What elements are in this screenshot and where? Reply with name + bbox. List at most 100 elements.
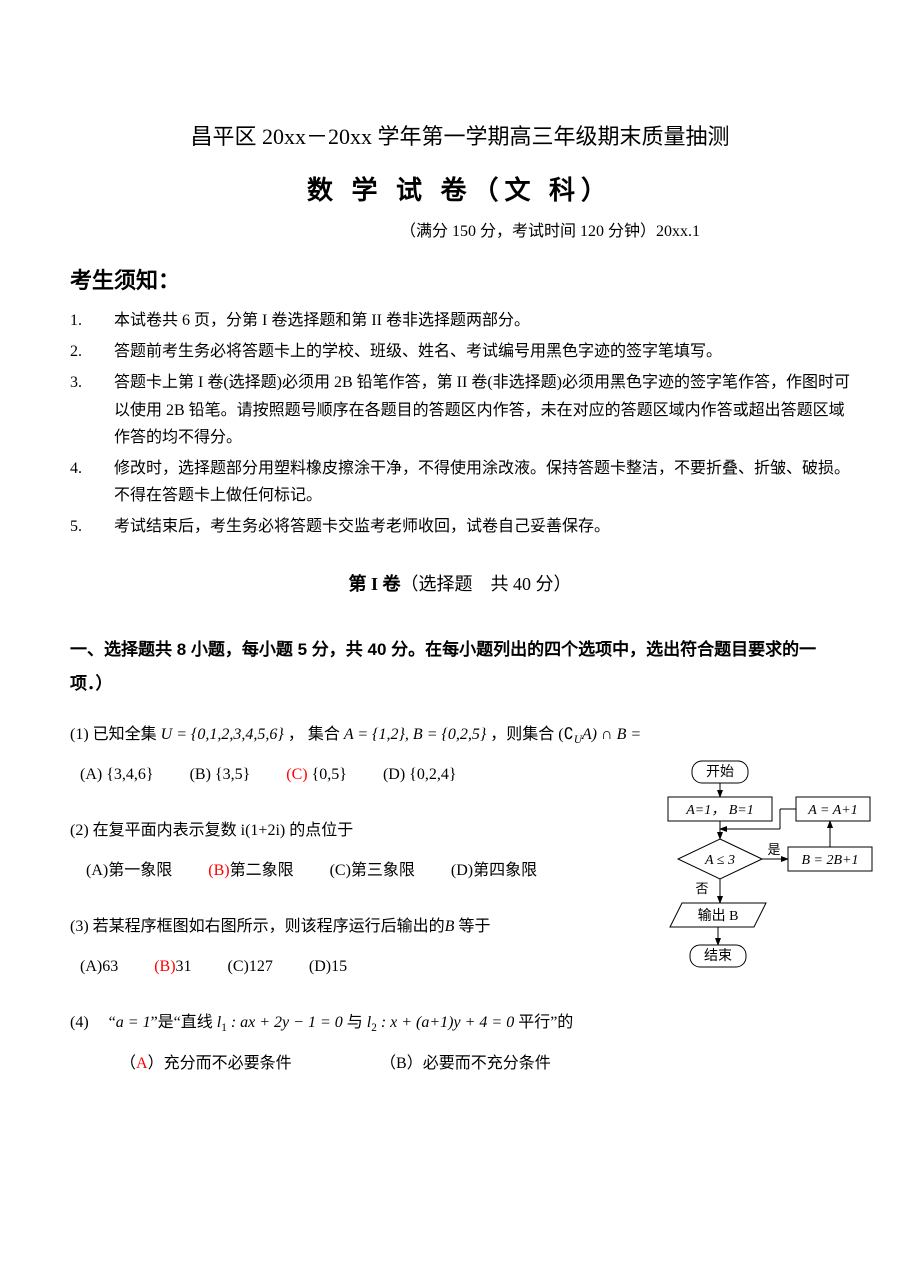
q1-stem: (1) 已知全集 U = {0,1,2,3,4,5,6} ， 集合 A = {1… <box>70 719 850 752</box>
fc-start: 开始 <box>706 764 734 780</box>
notice-text: 本试卷共 6 页，分第 I 卷选择题和第 II 卷非选择题两部分。 <box>114 307 850 334</box>
notice-item: 3. 答题卡上第 I 卷(选择题)必须用 2B 铅笔作答，第 II 卷(非选择题… <box>70 369 850 451</box>
q1-opt-c: (C) {0,5} <box>286 759 347 791</box>
q1-tail: ，则集合 (∁ <box>490 726 574 743</box>
fc-cond: A ≤ 3 <box>704 853 735 868</box>
fc-end: 结束 <box>704 948 732 964</box>
q2-opt-b: (B)第二象限 <box>208 855 293 887</box>
q3-opt-a: (A)63 <box>80 951 118 983</box>
q2-c-val: 第三象限 <box>351 862 415 879</box>
q2-b-val: 第二象限 <box>230 862 294 879</box>
section-rest: （选择题 共 40 分） <box>401 574 572 594</box>
notice-item: 5. 考试结束后，考生务必将答题卡交监考老师收回，试卷自己妥善保存。 <box>70 513 850 540</box>
q4-l2sub: 2 <box>371 1022 377 1034</box>
fc-yes: 是 <box>767 842 780 857</box>
q1-tail2: A) ∩ B = <box>582 726 641 743</box>
q4-mid2: 与 <box>347 1014 367 1031</box>
fc-upd2: A = A+1 <box>807 803 858 818</box>
q4-a-val: 充分而不必要条件 <box>164 1055 292 1072</box>
label-c: (C) <box>228 958 249 975</box>
doc-title: 昌平区 20xx－20xx 学年第一学期高三年级期末质量抽测 <box>70 120 850 153</box>
q1-a-val: {3,4,6} <box>106 766 153 783</box>
q3-stem: (3) 若某程序框图如右图所示，则该程序运行后输出的B 等于 <box>70 911 620 943</box>
q3-a-val: 63 <box>102 958 118 975</box>
q2-opt-d: (D)第四象限 <box>451 855 537 887</box>
notice-item: 4. 修改时，选择题部分用塑料橡皮擦涂干净，不得使用涂改液。保持答题卡整洁，不要… <box>70 455 850 509</box>
fc-init: A=1， B=1 <box>685 803 754 818</box>
label-a-inner: A <box>136 1055 148 1072</box>
q4-mid1: ”是“直线 <box>151 1014 213 1031</box>
label-d: (D) <box>309 958 331 975</box>
notice-list: 1. 本试卷共 6 页，分第 I 卷选择题和第 II 卷非选择题两部分。 2. … <box>70 307 850 541</box>
q2-stem: (2) 在复平面内表示复数 i(1+2i) 的点位于 <box>70 815 620 847</box>
notice-num: 1. <box>70 307 114 334</box>
q2-opt-c: (C)第三象限 <box>330 855 415 887</box>
label-b-inner: B <box>396 1055 407 1072</box>
label-a: (A) <box>80 766 102 783</box>
q3-c-val: 127 <box>249 958 273 975</box>
q4-b-val: 必要而不充分条件 <box>423 1055 551 1072</box>
label-d: (D) <box>451 862 473 879</box>
q3-post: 等于 <box>454 918 490 935</box>
label-a: (A) <box>80 958 102 975</box>
q3-opt-b: (B)31 <box>154 951 191 983</box>
q3-options: (A)63 (B)31 (C)127 (D)15 <box>80 951 620 983</box>
q4-stem: (4) “a = 1”是“直线 l1 : ax + 2y − 1 = 0 与 l… <box>70 1007 850 1040</box>
section-header: 第 I 卷（选择题 共 40 分） <box>70 571 850 598</box>
q4-cond: a = 1 <box>116 1014 151 1031</box>
notice-text: 考试结束后，考生务必将答题卡交监考老师收回，试卷自己妥善保存。 <box>114 513 850 540</box>
q3-opt-d: (D)15 <box>309 951 347 983</box>
q1-c-val: {0,5} <box>312 766 347 783</box>
q4-l1sub: 1 <box>221 1022 227 1034</box>
label-b: (B) <box>154 958 175 975</box>
q4-options: （A）充分而不必要条件 （B）必要而不充分条件 <box>120 1048 850 1080</box>
label-c: (C) <box>330 862 351 879</box>
question-2: (2) 在复平面内表示复数 i(1+2i) 的点位于 (A)第一象限 (B)第二… <box>70 815 620 887</box>
q2-d-val: 第四象限 <box>473 862 537 879</box>
q1-opt-b: (B) {3,5} <box>190 759 251 791</box>
notice-item: 2. 答题前考生务必将答题卡上的学校、班级、姓名、考试编号用黑色字迹的签字笔填写… <box>70 338 850 365</box>
fc-upd1: B = 2B+1 <box>802 853 859 868</box>
fc-no: 否 <box>695 881 708 896</box>
q3-pre: (3) 若某程序框图如右图所示，则该程序运行后输出的 <box>70 918 445 935</box>
q1-d-val: {0,2,4} <box>409 766 456 783</box>
q1-opt-d: (D) {0,2,4} <box>383 759 457 791</box>
q3-d-val: 15 <box>331 958 347 975</box>
q3-opt-c: (C)127 <box>228 951 273 983</box>
flowchart-svg: 开始 A=1， B=1 A ≤ 3 是 B = 2B+1 A = A+1 <box>620 759 880 999</box>
q1-a: A = {1,2}, B = {0,2,5} <box>344 726 486 743</box>
doc-subtitle: 数 学 试 卷（文 科） <box>70 171 850 210</box>
q4-tail: 平行”的 <box>518 1014 573 1031</box>
notice-text: 答题卡上第 I 卷(选择题)必须用 2B 铅笔作答，第 II 卷(非选择题)必须… <box>114 369 850 451</box>
q1-sub: U <box>574 734 582 746</box>
notice-num: 4. <box>70 455 114 509</box>
notice-header: 考生须知： <box>70 264 850 297</box>
label-c: (C) <box>286 766 307 783</box>
notice-item: 1. 本试卷共 6 页，分第 I 卷选择题和第 II 卷非选择题两部分。 <box>70 307 850 334</box>
q2-opt-a: (A)第一象限 <box>86 855 172 887</box>
q4-l1: : ax + 2y − 1 = 0 <box>231 1014 343 1031</box>
notice-num: 2. <box>70 338 114 365</box>
q2-options: (A)第一象限 (B)第二象限 (C)第三象限 (D)第四象限 <box>86 855 620 887</box>
q1-u: U = {0,1,2,3,4,5,6} <box>161 726 284 743</box>
notice-num: 3. <box>70 369 114 451</box>
notice-text: 答题前考生务必将答题卡上的学校、班级、姓名、考试编号用黑色字迹的签字笔填写。 <box>114 338 850 365</box>
q1-opt-a: (A) {3,4,6} <box>80 759 154 791</box>
section-instruction: 一、选择题共 8 小题，每小题 5 分，共 40 分。在每小题列出的四个选项中，… <box>70 633 850 701</box>
section-bold: 第 I 卷 <box>348 574 400 594</box>
q1-pre: (1) 已知全集 <box>70 726 157 743</box>
q4-opt-a: （A）充分而不必要条件 <box>120 1048 380 1080</box>
notice-text: 修改时，选择题部分用塑料橡皮擦涂干净，不得使用涂改液。保持答题卡整洁，不要折叠、… <box>114 455 850 509</box>
label-d: (D) <box>383 766 405 783</box>
q1-mid: ， 集合 <box>288 726 344 743</box>
q2-a-val: 第一象限 <box>108 862 172 879</box>
fc-output: 输出 B <box>698 908 739 924</box>
q1-b-val: {3,5} <box>215 766 250 783</box>
q4-opt-b: （B）必要而不充分条件 <box>380 1048 640 1080</box>
q3-var: B <box>445 918 455 935</box>
q4-l2: : x + (a+1)y + 4 = 0 <box>381 1014 514 1031</box>
label-a: (A) <box>86 862 108 879</box>
question-4: (4) “a = 1”是“直线 l1 : ax + 2y − 1 = 0 与 l… <box>70 1007 850 1080</box>
label-b: (B) <box>190 766 211 783</box>
question-3: (3) 若某程序框图如右图所示，则该程序运行后输出的B 等于 (A)63 (B)… <box>70 911 620 983</box>
